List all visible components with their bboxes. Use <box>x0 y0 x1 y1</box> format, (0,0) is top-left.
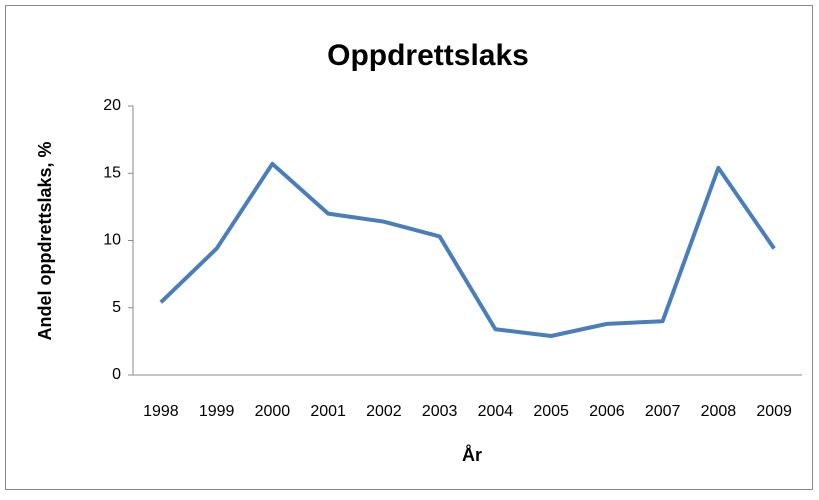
x-tick-label: 2002 <box>366 403 402 420</box>
x-tick-label: 1998 <box>143 403 179 420</box>
y-tick-label: 10 <box>103 232 121 249</box>
y-tick-label: 20 <box>103 97 121 114</box>
x-tick-label: 2006 <box>589 403 625 420</box>
x-tick-label: 2009 <box>756 403 792 420</box>
x-tick-label: 2004 <box>478 403 514 420</box>
x-tick-label: 2003 <box>422 403 458 420</box>
x-tick-label: 2000 <box>255 403 291 420</box>
y-axis-label: Andel oppdrettslaks, % <box>35 141 55 340</box>
x-tick-label: 2005 <box>533 403 569 420</box>
x-tick-label: 2001 <box>310 403 346 420</box>
y-tick-label: 15 <box>103 164 121 181</box>
chart-border <box>5 5 813 490</box>
line-series <box>159 161 776 338</box>
x-tick-label: 1999 <box>199 403 235 420</box>
y-tick-label: 5 <box>112 299 121 316</box>
x-axis-label: År <box>462 445 482 465</box>
y-tick-label: 0 <box>112 366 121 383</box>
chart-title: Oppdrettslaks <box>327 39 529 72</box>
x-tick-label: 2007 <box>645 403 681 420</box>
x-tick-label: 2008 <box>701 403 737 420</box>
